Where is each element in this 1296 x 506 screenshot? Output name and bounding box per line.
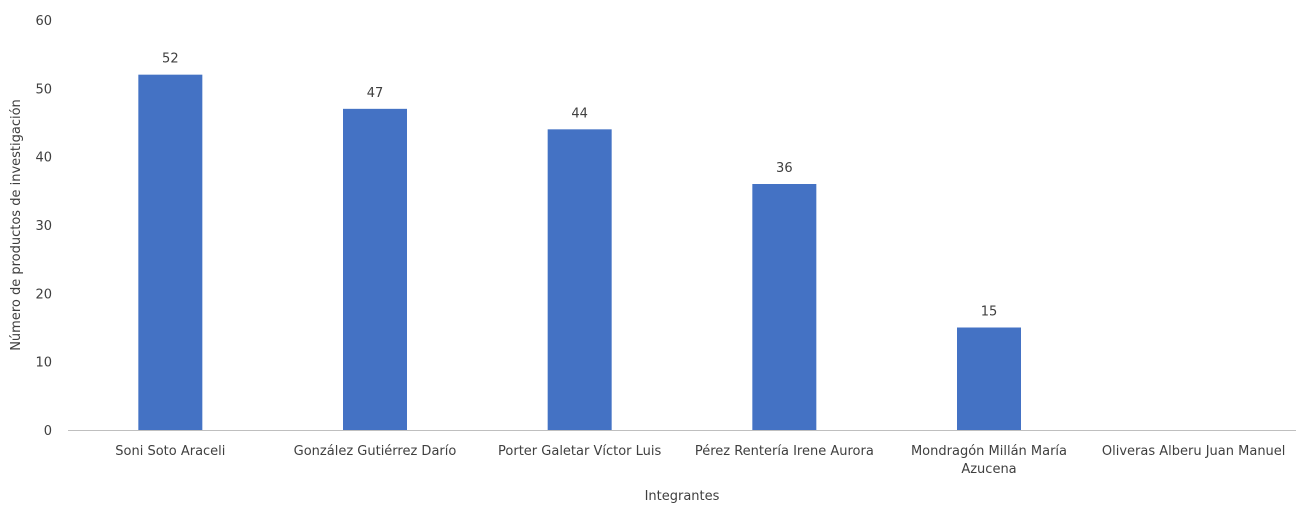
- category-label: Soni Soto Araceli: [115, 444, 225, 459]
- category-label: Pérez Rentería Irene Aurora: [695, 444, 874, 459]
- y-tick-label: 50: [35, 82, 52, 97]
- bar: [752, 184, 817, 430]
- y-tick-label: 10: [35, 356, 52, 371]
- y-tick-label: 0: [44, 424, 52, 439]
- y-axis-ticks: 0 10 20 30 40 50 60: [35, 14, 52, 439]
- data-labels: 52 47 44 36 15: [162, 52, 997, 320]
- category-label: Mondragón Millán María: [911, 444, 1067, 459]
- y-tick-label: 30: [35, 219, 52, 234]
- bar: [547, 129, 612, 431]
- data-label: 15: [981, 305, 998, 320]
- category-label: Porter Galetar Víctor Luis: [498, 444, 661, 459]
- category-label: González Gutiérrez Darío: [294, 444, 457, 459]
- category-label: Azucena: [961, 462, 1016, 477]
- bars: [138, 74, 1021, 431]
- y-tick-label: 40: [35, 151, 52, 166]
- y-axis-title: Número de productos de investigación: [9, 99, 24, 351]
- bar: [957, 327, 1021, 430]
- category-labels: Soni Soto Araceli González Gutiérrez Darí…: [115, 444, 1285, 477]
- bar: [343, 108, 407, 430]
- data-label: 44: [571, 106, 588, 121]
- data-label: 36: [776, 161, 793, 176]
- y-tick-label: 60: [35, 14, 52, 29]
- y-tick-label: 20: [35, 287, 52, 302]
- data-label: 52: [162, 52, 179, 67]
- data-label: 47: [367, 86, 384, 101]
- category-label: Oliveras Alberu Juan Manuel: [1102, 444, 1286, 459]
- bar: [138, 74, 203, 431]
- x-axis-title: Integrantes: [645, 489, 720, 504]
